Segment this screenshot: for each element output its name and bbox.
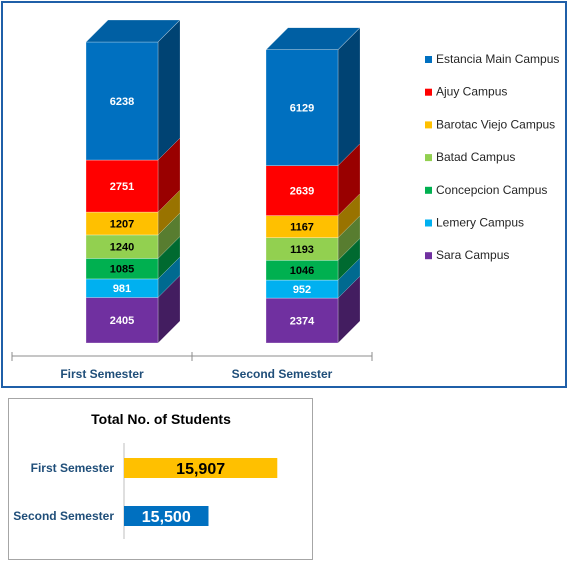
- bar-segment-estancia-main-campus-2: [265, 49, 339, 166]
- data-label-ajuy-campus-1: 2751: [110, 181, 134, 193]
- legend-label-barotac-viejo-campus: Barotac Viejo Campus: [436, 117, 555, 131]
- stacked-bar-chart: 2405 981 1085 1240 1207 2751 6238 2374 952 1046 11…: [11, 19, 559, 381]
- total-value-label-first-semester: 15,907: [176, 461, 225, 478]
- legend-label-ajuy-campus: Ajuy Campus: [436, 85, 507, 99]
- bar-side-estancia-main-campus-2: [337, 27, 361, 167]
- category-label-first-semester: First Semester: [60, 367, 144, 381]
- legend-label-estancia-main-campus: Estancia Main Campus: [436, 52, 559, 66]
- legend-label-sara-campus: Sara Campus: [436, 248, 509, 262]
- bar-side-estancia-main-campus-1: [157, 19, 181, 161]
- data-label-batad-campus-1: 1240: [110, 242, 134, 254]
- total-chart-panel: Total No. of Students First Semester 15,9…: [8, 398, 313, 560]
- total-category-label-first-semester: First Semester: [31, 461, 115, 475]
- legend-swatch-concepcion-campus: [425, 186, 432, 194]
- bar-top-1: [85, 19, 181, 43]
- data-label-barotac-viejo-campus-1: 1207: [110, 219, 134, 231]
- legend-swatch-sara-campus: [425, 252, 432, 260]
- data-label-ajuy-campus-2: 2639: [290, 186, 314, 198]
- data-label-estancia-main-campus-2: 6129: [290, 103, 314, 115]
- data-label-concepcion-campus-1: 1085: [110, 264, 134, 276]
- legend-label-lemery-campus: Lemery Campus: [436, 216, 524, 230]
- legend-swatch-batad-campus: [425, 154, 432, 162]
- total-bar-first-semester: [124, 458, 278, 478]
- total-category-label-second-semester: Second Semester: [13, 509, 114, 523]
- bar-top-2: [265, 27, 361, 51]
- legend-swatch-barotac-viejo-campus: [425, 121, 432, 129]
- legend-label-batad-campus: Batad Campus: [436, 150, 515, 164]
- legend-swatch-estancia-main-campus: [425, 56, 432, 63]
- legend-swatch-lemery-campus: [425, 219, 432, 227]
- legend-swatch-ajuy-campus: [425, 88, 432, 96]
- data-label-lemery-campus-1: 981: [113, 283, 131, 295]
- category-label-second-semester: Second Semester: [232, 367, 333, 381]
- total-bar-second-semester: [124, 506, 209, 526]
- total-students-chart: Total No. of Students First Semester 15,9…: [13, 411, 278, 539]
- bar-segment-sara-campus-2: [265, 297, 339, 344]
- data-label-estancia-main-campus-1: 6238: [110, 96, 134, 108]
- data-label-sara-campus-2: 2374: [290, 316, 315, 328]
- data-label-concepcion-campus-2: 1046: [290, 265, 314, 277]
- stacked-chart-panel: 2405 981 1085 1240 1207 2751 6238 2374 952 1046 11…: [1, 1, 567, 388]
- data-label-barotac-viejo-campus-2: 1167: [290, 222, 314, 234]
- legend-label-concepcion-campus: Concepcion Campus: [436, 183, 547, 197]
- data-label-lemery-campus-2: 952: [293, 284, 311, 296]
- total-value-label-second-semester: 15,500: [142, 509, 191, 526]
- bar-segment-sara-campus-1: [85, 297, 159, 344]
- data-label-sara-campus-1: 2405: [110, 315, 134, 327]
- data-label-batad-campus-2: 1193: [290, 244, 314, 256]
- chart-title: Total No. of Students: [91, 411, 231, 427]
